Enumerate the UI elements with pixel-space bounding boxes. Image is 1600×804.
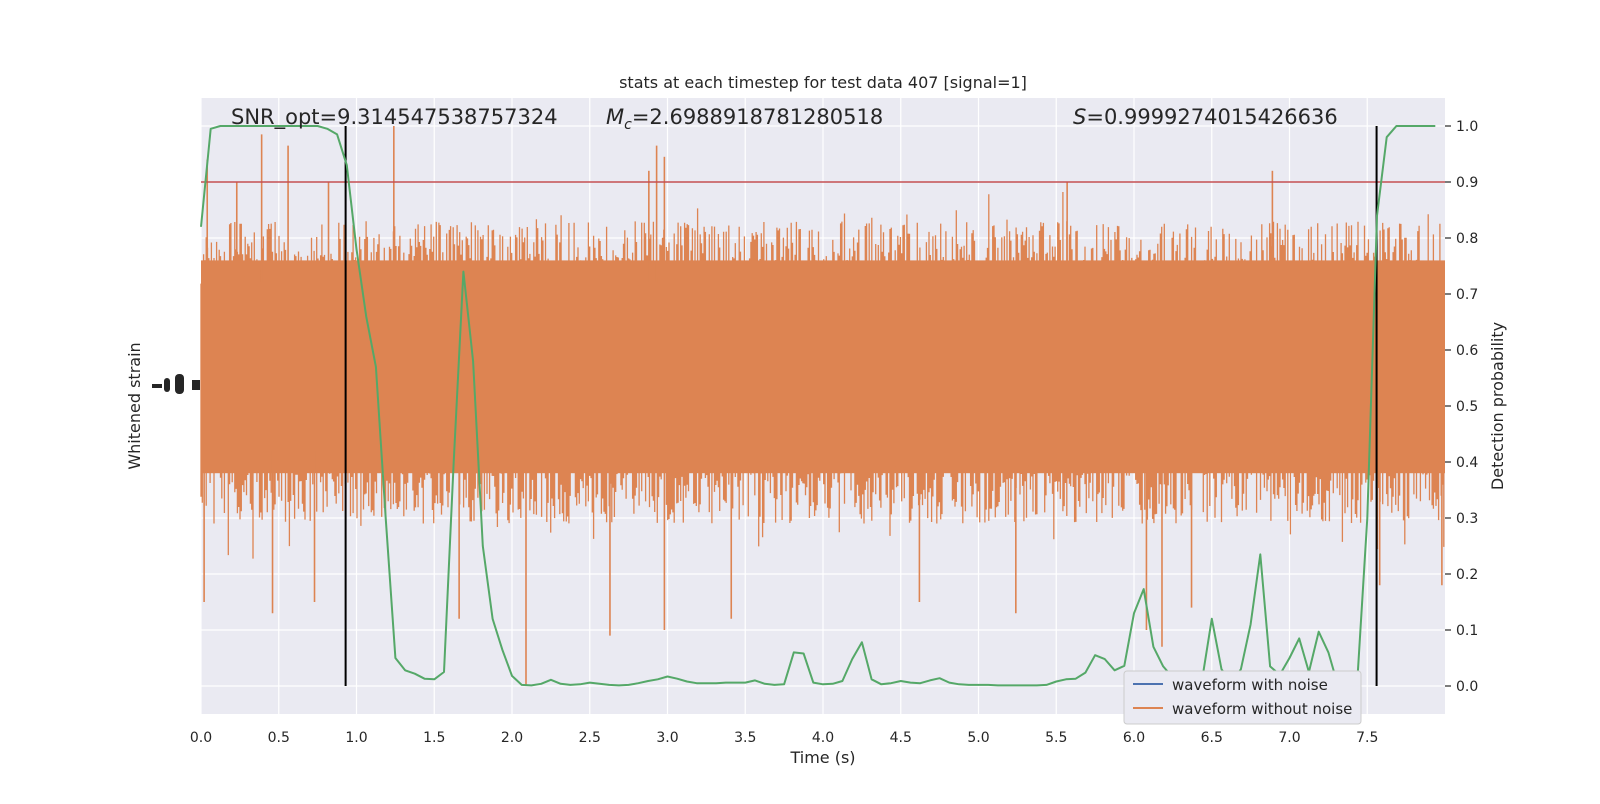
x-tick-label: 3.0: [656, 730, 678, 746]
left-axis-glyphs: [152, 374, 200, 394]
y-tick-label: 0.1: [1456, 623, 1478, 639]
chirp-mass-annotation: Mc=2.6988918781280518: [606, 105, 883, 133]
x-tick-label: 2.5: [579, 730, 601, 746]
y-right-axis-ticks: 0.0 0.1 0.2 0.3 0.4 0.5 0.6 0.7 0.8 0.9 1.0: [1445, 119, 1478, 695]
x-tick-label: 5.5: [1045, 730, 1067, 746]
y-tick-label: 0.7: [1456, 287, 1478, 303]
y-tick-label: 0.5: [1456, 399, 1478, 415]
legend-box: [1123, 670, 1362, 725]
score-symbol: S: [1073, 105, 1086, 129]
chirp-mass-subscript: c: [624, 117, 632, 133]
x-tick-label: 7.0: [1278, 730, 1300, 746]
legend-label-without-noise: waveform without noise: [1172, 700, 1352, 718]
score-annotation: S=0.9999274015426636: [1073, 105, 1338, 129]
strain-waveform-layer: [200, 126, 1445, 686]
x-tick-label: 6.0: [1123, 730, 1145, 746]
x-tick-label: 7.5: [1356, 730, 1378, 746]
y-tick-label: 0.3: [1456, 511, 1478, 527]
x-axis-label: Time (s): [789, 748, 855, 767]
snr-annotation: SNR_opt=9.314547538757324: [231, 105, 558, 130]
score-value: =0.9999274015426636: [1086, 105, 1337, 129]
x-tick-label: 1.5: [423, 730, 445, 746]
x-tick-label: 0.5: [268, 730, 290, 746]
waveform-without-noise-line: [200, 192, 1445, 559]
y-tick-label: 0.2: [1456, 567, 1478, 583]
y-tick-label: 1.0: [1456, 119, 1478, 135]
x-axis-ticks: 0.0 0.5 1.0 1.5 2.0 2.5 3.0 3.5 4.0 4.5 5.0 5.5 6.0 6…: [190, 730, 1379, 746]
x-tick-label: 6.5: [1201, 730, 1223, 746]
legend-label-with-noise: waveform with noise: [1172, 676, 1328, 694]
chirp-mass-value: =2.6988918781280518: [632, 105, 883, 129]
y-right-axis-label: Detection probability: [1488, 322, 1507, 490]
x-tick-label: 4.0: [812, 730, 834, 746]
x-tick-label: 1.0: [345, 730, 367, 746]
y-left-axis-label: Whitened strain: [125, 342, 144, 469]
x-tick-label: 4.5: [890, 730, 912, 746]
y-tick-label: 0.8: [1456, 231, 1478, 247]
x-tick-label: 0.0: [190, 730, 212, 746]
x-tick-label: 3.5: [734, 730, 756, 746]
x-tick-label: 2.0: [501, 730, 523, 746]
y-tick-label: 0.4: [1456, 455, 1478, 471]
legend: waveform with noise waveform without noi…: [1123, 670, 1362, 725]
chirp-mass-symbol: M: [606, 105, 624, 129]
y-tick-label: 0.6: [1456, 343, 1478, 359]
chart-title: stats at each timestep for test data 407…: [619, 73, 1027, 92]
x-tick-label: 5.0: [967, 730, 989, 746]
y-tick-label: 0.0: [1456, 679, 1478, 695]
y-tick-label: 0.9: [1456, 175, 1478, 191]
